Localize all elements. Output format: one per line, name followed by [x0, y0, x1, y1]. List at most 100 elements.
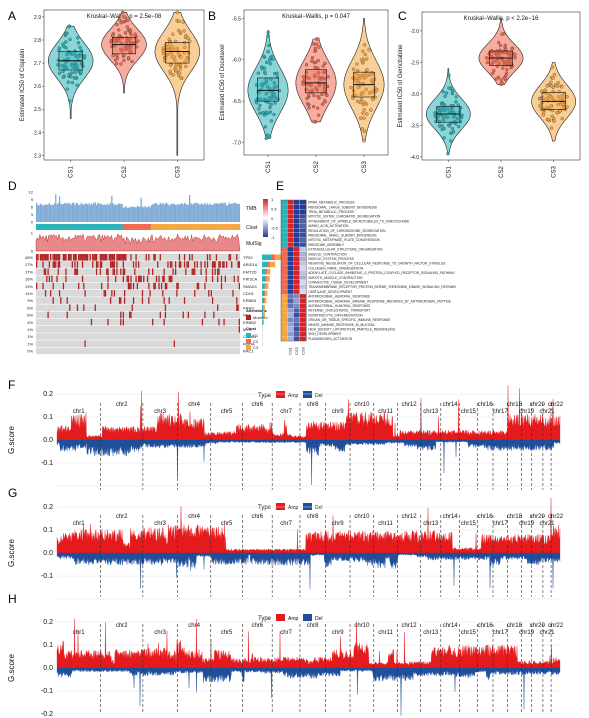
- pathway-label: RRNA_METABOLIC_PROCESS: [308, 201, 354, 205]
- data-point: [356, 99, 360, 103]
- mutation-cell: [164, 282, 167, 290]
- data-point: [268, 135, 272, 139]
- data-point: [547, 118, 551, 122]
- data-point: [485, 60, 490, 65]
- cluster-cell: [201, 224, 204, 230]
- mutation-cell: [238, 318, 240, 326]
- cluster-cell: [66, 224, 69, 230]
- data-point: [359, 116, 363, 120]
- mutation-cell: [236, 304, 238, 311]
- data-point: [181, 20, 185, 24]
- mutation-cell: [58, 261, 61, 268]
- mutation-cell: [66, 311, 68, 319]
- data-point: [446, 115, 450, 119]
- cluster-cell: [51, 224, 53, 230]
- tmb-bar: [189, 194, 191, 222]
- pathway-label: TRNA_METABOLIC_PROCESS: [308, 210, 354, 214]
- legend-label-c1: C1: [253, 333, 259, 338]
- cluster-cell: [159, 224, 162, 230]
- mutation-cell: [130, 282, 132, 290]
- pathway-label: MITOTIC_SISTER_CHROMATID_SEGREGATION: [308, 215, 381, 219]
- cluster-cell: [75, 224, 77, 230]
- chromosome-label: chr9: [332, 521, 344, 527]
- mutation-cell: [159, 311, 161, 319]
- cluster-cell: [44, 224, 47, 230]
- mutation-cell: [42, 254, 44, 261]
- mutation-cell: [117, 254, 119, 261]
- data-point: [361, 103, 365, 107]
- mutation-cell: [160, 282, 163, 290]
- mutation-cell: [149, 290, 151, 297]
- data-point: [75, 83, 79, 87]
- legend-label-amp: Amp: [288, 393, 299, 399]
- mutation-cell: [116, 254, 118, 261]
- data-point: [122, 19, 126, 23]
- tmb-bar: [38, 205, 40, 222]
- mutation-cell: [103, 254, 105, 261]
- panel-letter-h: H: [8, 592, 17, 606]
- cluster-cell: [117, 224, 120, 230]
- mutation-cell: [214, 261, 216, 268]
- cluster-cell: [195, 224, 197, 230]
- mutation-cell: [183, 297, 186, 304]
- tmb-bar: [87, 204, 89, 222]
- cluster-cell: [95, 224, 98, 230]
- mutation-cell: [113, 268, 116, 275]
- heatmap-cell: [299, 232, 307, 238]
- tmb-bar: [64, 203, 66, 222]
- heatmap-cell: [299, 322, 307, 328]
- heatmap-cell: [287, 270, 294, 276]
- data-point: [115, 53, 119, 57]
- y-tick-label: 2.9: [34, 15, 41, 21]
- tmb-bar: [232, 203, 234, 222]
- gene-pct-label: 13%: [25, 284, 33, 289]
- tmb-bar: [85, 203, 87, 222]
- cluster-cell: [172, 224, 174, 230]
- mutation-cell: [65, 254, 67, 261]
- heatmap-cell: [299, 237, 307, 243]
- mutation-cell: [196, 261, 198, 268]
- cluster-cell: [149, 224, 151, 230]
- data-point: [117, 28, 121, 32]
- cluster-cell: [232, 224, 234, 230]
- data-point: [351, 76, 355, 80]
- heatmap-cell: [299, 308, 307, 313]
- tmb-bar: [158, 204, 160, 222]
- y-axis-label: G.score: [7, 538, 16, 567]
- cluster-cell: [229, 224, 232, 230]
- chromosome-label: chr2: [116, 514, 128, 520]
- cluster-cell: [233, 224, 236, 230]
- chromosome-label: chr18: [507, 623, 523, 629]
- data-point: [315, 42, 319, 46]
- mutation-cell: [225, 261, 228, 268]
- data-point: [272, 93, 276, 98]
- mutation-cell: [36, 254, 38, 261]
- frequency-bar: [263, 297, 265, 304]
- frequency-bar: [271, 254, 276, 261]
- tmb-bar: [177, 204, 179, 222]
- tmb-bar: [236, 203, 238, 222]
- chromosome-label: chr5: [221, 521, 233, 527]
- violin-panel-a: Kruskal−Wallis, p = 2.5e−082.32.42.52.62…: [20, 9, 205, 178]
- cluster-cell: [36, 224, 38, 230]
- mutation-cell: [131, 304, 133, 311]
- tmb-bar: [167, 204, 169, 222]
- cluster-cell: [113, 224, 116, 230]
- tmb-bar: [99, 204, 102, 222]
- cluster-cell: [155, 224, 158, 230]
- mutation-cell: [113, 261, 116, 268]
- data-point: [75, 66, 80, 70]
- mutation-cell: [65, 268, 67, 275]
- y-tick-label: 0.1: [43, 414, 53, 421]
- mutation-cell: [84, 254, 86, 261]
- mutation-cell: [206, 261, 209, 268]
- mutation-cell: [111, 254, 113, 261]
- group-annotation-cell: [281, 279, 288, 285]
- data-point: [450, 108, 454, 112]
- data-point: [65, 52, 69, 57]
- mutation-cell: [76, 268, 79, 275]
- data-point: [442, 136, 446, 140]
- tmb-bar: [169, 204, 172, 222]
- mutation-cell: [163, 268, 165, 275]
- mutation-cell: [224, 275, 226, 283]
